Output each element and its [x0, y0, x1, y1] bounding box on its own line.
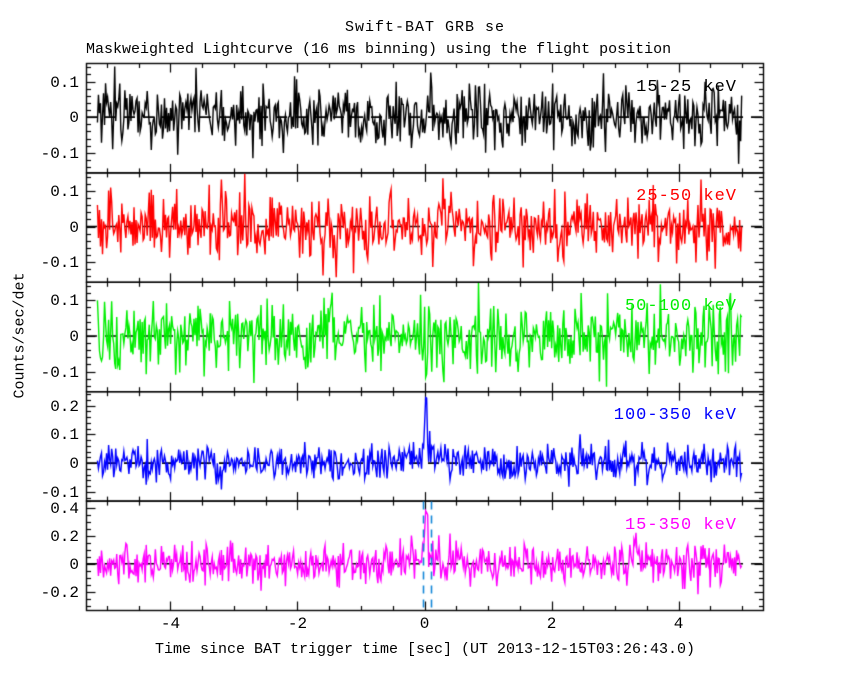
- panel-label-15-25-kev: 15-25 keV: [636, 78, 737, 97]
- y-tick-label: 0: [69, 108, 79, 127]
- panel-label-50-100-kev: 50-100 keV: [624, 296, 737, 316]
- y-tick-label: 0.1: [50, 182, 79, 201]
- y-tick-label: 0.1: [50, 291, 79, 310]
- page-title: Swift-BAT GRB se: [344, 19, 506, 36]
- y-tick-label: 0.2: [50, 397, 79, 416]
- panel-label-25-50-kev: 25-50 keV: [636, 187, 737, 207]
- y-tick-label: 0: [69, 327, 79, 346]
- y-tick-label: 0: [69, 454, 79, 473]
- y-tick-label: -0.1: [40, 144, 79, 163]
- y-tick-label: 0: [69, 555, 79, 574]
- y-tick-label: 0.2: [50, 527, 79, 546]
- x-tick-label: -2: [287, 615, 308, 633]
- panel-label-15-350-kev: 15-350 keV: [624, 515, 737, 535]
- y-tick-label: 0.1: [50, 73, 79, 92]
- y-tick-label: -0.1: [40, 253, 79, 272]
- x-axis-label: Time since BAT trigger time [sec] (UT 20…: [154, 641, 696, 658]
- x-tick-label: -4: [160, 615, 181, 633]
- y-tick-label: 0.1: [50, 425, 79, 444]
- y-tick-label: -0.1: [40, 483, 79, 502]
- chart-subtitle: Maskweighted Lightcurve (16 ms binning) …: [86, 41, 672, 58]
- y-tick-label: 0: [69, 218, 79, 237]
- x-tick-label: 2: [546, 615, 557, 633]
- x-tick-label: 4: [673, 615, 684, 633]
- panel-label-100-350-kev: 100-350 keV: [613, 406, 737, 426]
- y-tick-label: 0.4: [50, 499, 79, 518]
- y-tick-label: -0.2: [40, 583, 79, 602]
- x-tick-label: 0: [419, 615, 430, 633]
- y-tick-label: -0.1: [40, 363, 79, 382]
